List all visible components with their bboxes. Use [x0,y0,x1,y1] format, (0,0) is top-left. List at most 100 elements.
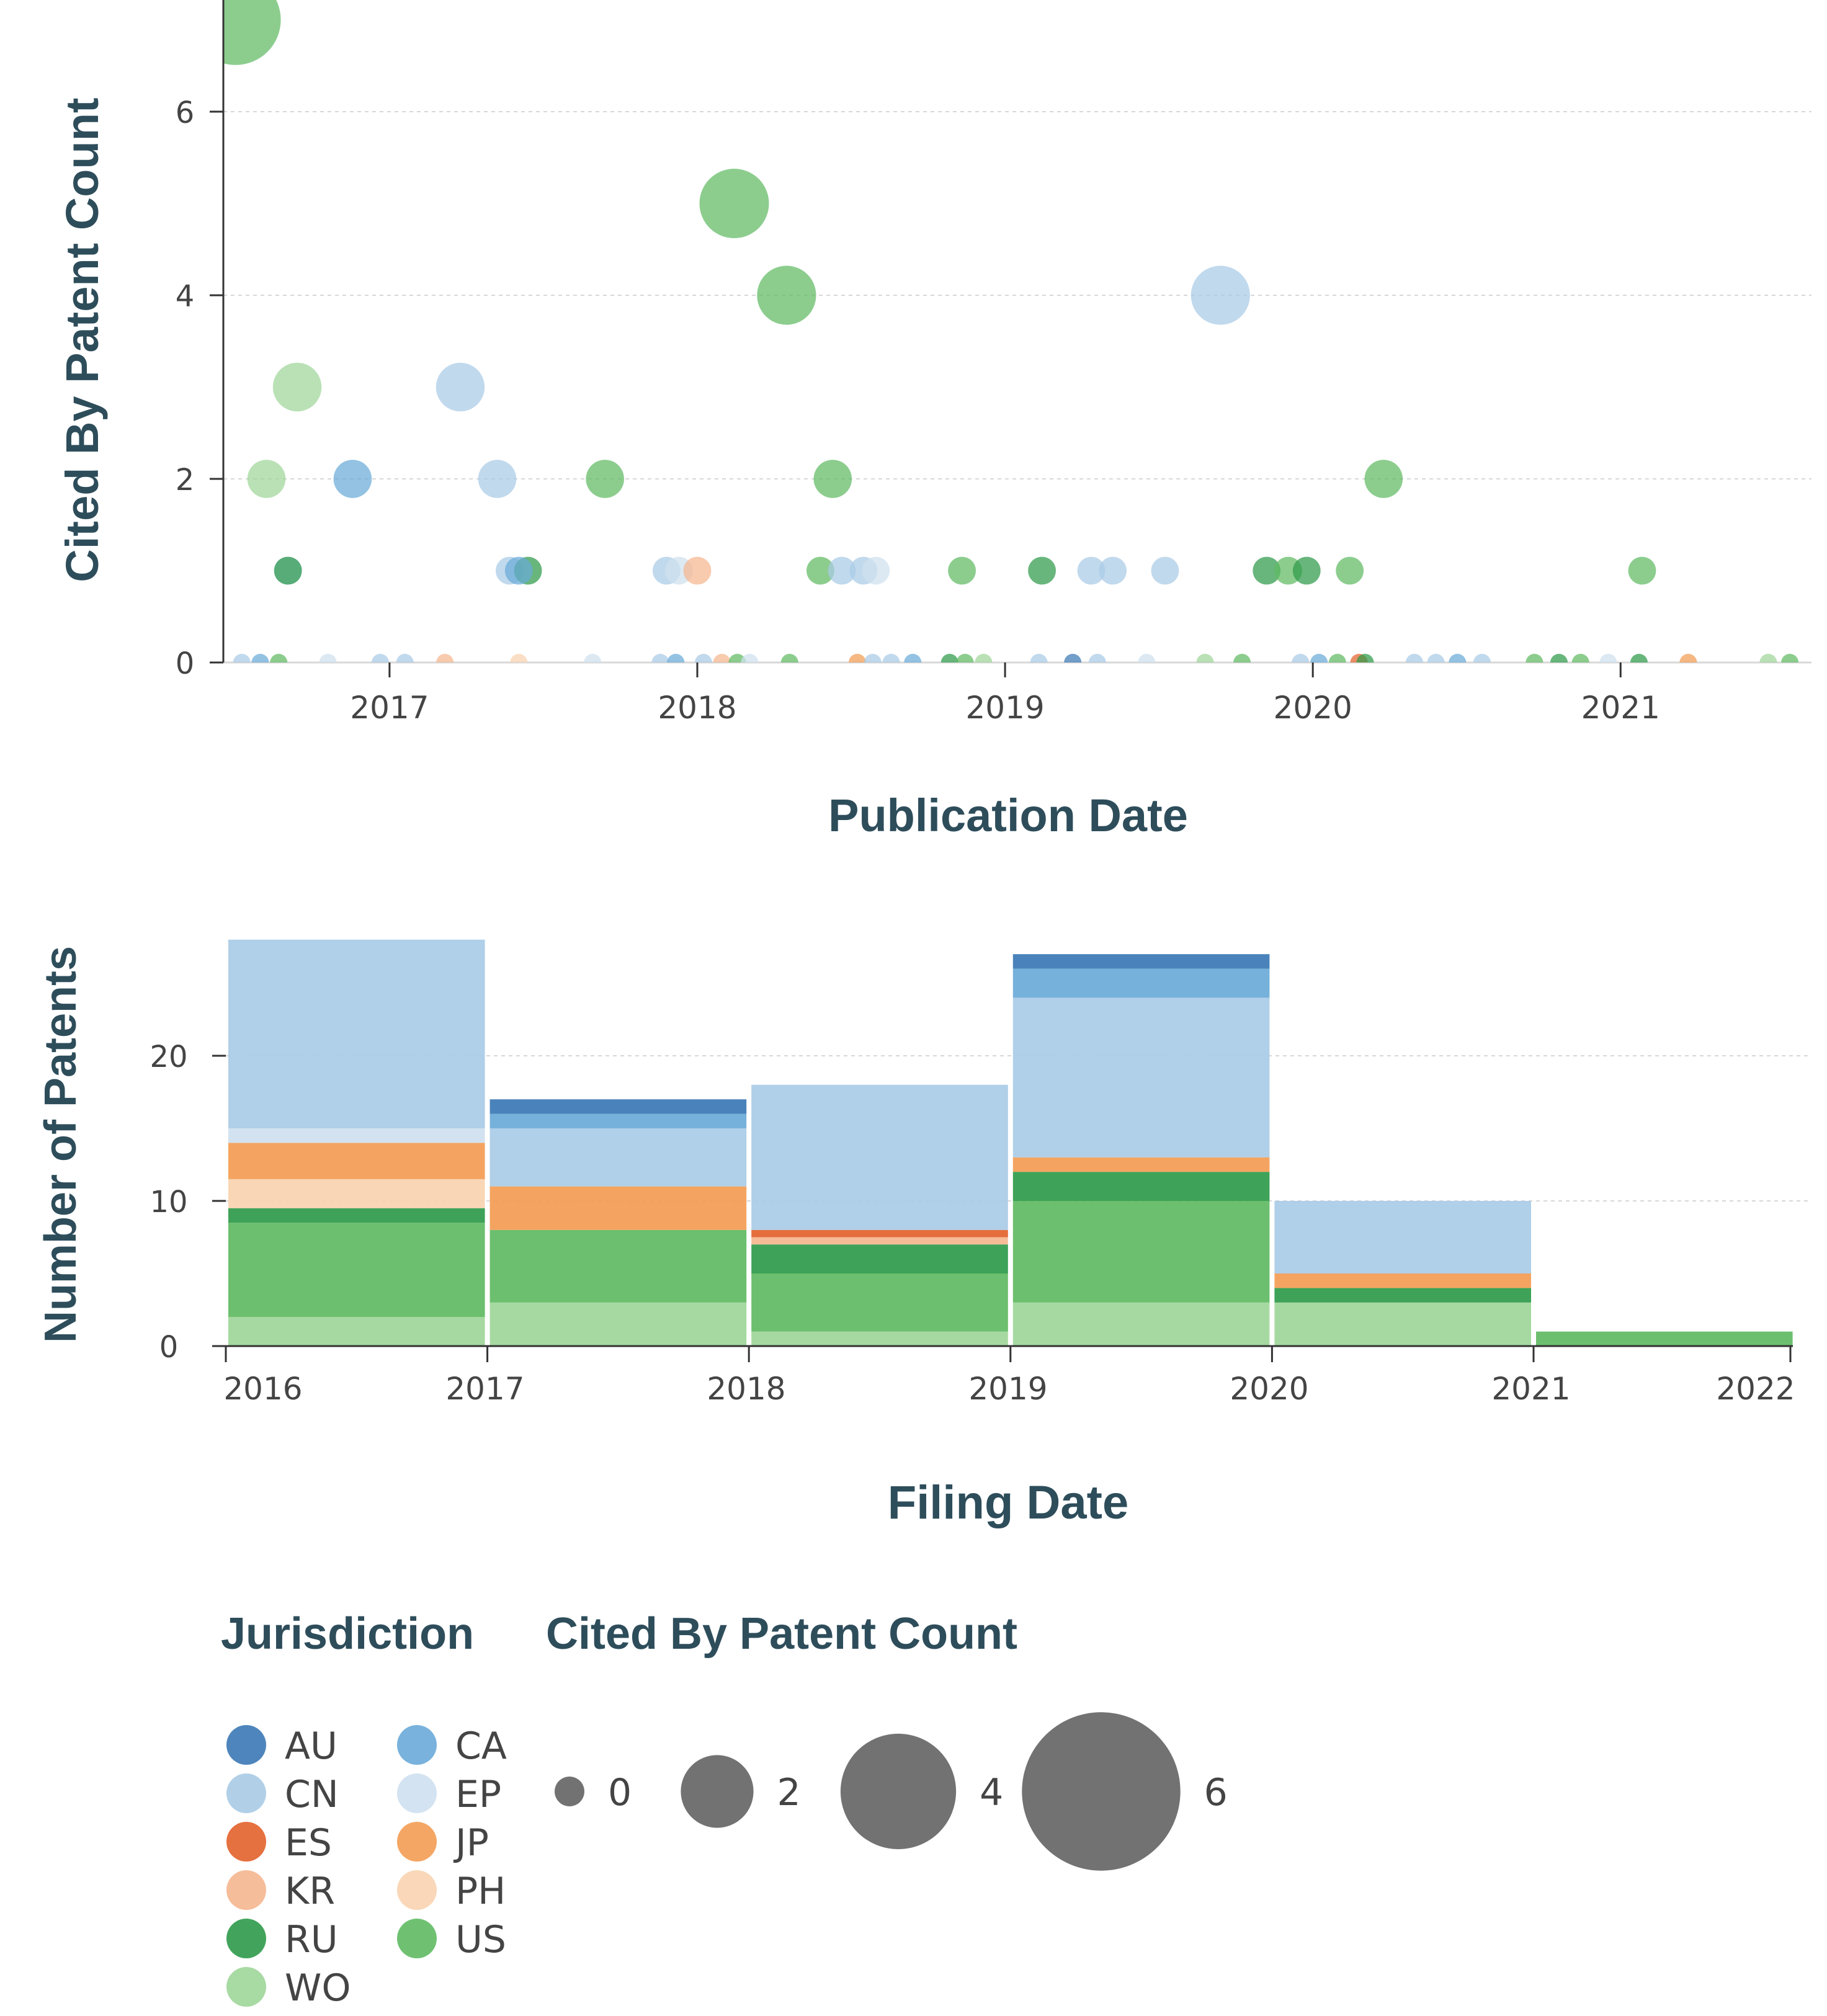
scatter-point-ru[interactable] [1253,556,1281,585]
scatter-point-us[interactable] [1571,654,1589,671]
scatter-point-wo[interactable] [1196,654,1214,671]
scatter-point-cn[interactable] [828,556,856,585]
bar-segment-ph-2016[interactable] [228,1179,485,1208]
legend-swatch-wo[interactable] [226,1967,266,2007]
scatter-point-cn[interactable] [478,460,517,498]
scatter-point-ep[interactable] [1138,654,1156,671]
scatter-point-ru[interactable] [1356,654,1374,671]
scatter-point-ep[interactable] [741,654,759,671]
scatter-point-cn[interactable] [233,654,251,671]
bar-segment-ca-2017[interactable] [489,1113,747,1128]
scatter-point-ca[interactable] [333,460,372,498]
bar-segment-kr-2018[interactable] [751,1237,1008,1245]
scatter-point-ca[interactable] [1449,654,1467,671]
scatter-point-cn[interactable] [1088,654,1106,671]
scatter-point-cn[interactable] [396,654,414,671]
scatter-point-us[interactable] [806,556,834,585]
bar-segment-ru-2018[interactable] [751,1244,1008,1273]
scatter-point-ru[interactable] [940,654,958,671]
scatter-point-au[interactable] [1064,654,1082,671]
legend-swatch-es[interactable] [226,1822,266,1862]
scatter-point-ca[interactable] [667,654,685,671]
scatter-point-us[interactable] [1525,654,1543,671]
scatter-point-cn[interactable] [1190,265,1250,325]
legend-swatch-ep[interactable] [397,1773,437,1813]
bar-segment-us-2017[interactable] [489,1229,747,1303]
legend-swatch-ph[interactable] [397,1870,437,1910]
scatter-point-ru[interactable] [1028,556,1056,585]
scatter-point-cn[interactable] [1427,654,1445,671]
bar-segment-wo-2016[interactable] [228,1317,485,1346]
bar-segment-jp-2016[interactable] [228,1143,485,1179]
legend-swatch-kr[interactable] [226,1870,266,1910]
scatter-point-us[interactable] [1328,654,1346,671]
scatter-point-cn[interactable] [1077,556,1106,585]
bar-segment-es-2018[interactable] [751,1229,1008,1238]
legend-swatch-au[interactable] [226,1725,266,1765]
scatter-point-jp[interactable] [1679,654,1697,671]
scatter-point-cn[interactable] [864,654,882,671]
scatter-point-wo[interactable] [1759,654,1777,671]
scatter-point-us[interactable] [270,654,288,671]
scatter-point-cn[interactable] [882,654,900,671]
scatter-point-jp[interactable] [849,654,866,671]
bar-segment-us-2016[interactable] [228,1223,485,1318]
scatter-point-cn[interactable] [1099,556,1127,585]
scatter-point-ca[interactable] [251,654,269,671]
scatter-point-kr[interactable] [436,654,454,671]
bar-segment-us-2019[interactable] [1012,1201,1270,1303]
legend-swatch-cn[interactable] [226,1773,266,1813]
scatter-point-ep[interactable] [319,654,337,671]
bar-segment-jp-2017[interactable] [489,1186,747,1230]
scatter-point-cn[interactable] [372,654,389,671]
bar-segment-ru-2020[interactable] [1274,1288,1531,1303]
legend-swatch-ca[interactable] [397,1725,437,1765]
scatter-point-cn[interactable] [1405,654,1423,671]
bar-segment-au-2017[interactable] [489,1099,747,1114]
scatter-point-cn[interactable] [1473,654,1491,671]
bar-segment-ep-2016[interactable] [228,1128,485,1143]
scatter-point-ru[interactable] [1550,654,1568,671]
scatter-point-us[interactable] [757,265,816,325]
bar-segment-cn-2018[interactable] [751,1084,1008,1230]
scatter-point-us[interactable] [1233,654,1251,671]
bar-segment-jp-2019[interactable] [1012,1157,1270,1172]
scatter-point-cn[interactable] [694,654,712,671]
scatter-point-ca[interactable] [504,556,533,585]
bar-segment-au-2019[interactable] [1012,954,1270,969]
scatter-point-cn[interactable] [1030,654,1048,671]
bar-segment-jp-2020[interactable] [1274,1273,1531,1288]
scatter-point-kr[interactable] [683,556,712,585]
legend-swatch-us[interactable] [397,1919,437,1958]
scatter-point-us[interactable] [813,460,852,498]
scatter-point-us[interactable] [780,654,798,671]
scatter-point-ru[interactable] [1630,654,1648,671]
scatter-point-us[interactable] [1628,556,1656,585]
bar-segment-us-2021[interactable] [1536,1331,1793,1346]
scatter-point-cn[interactable] [651,654,669,671]
scatter-point-us[interactable] [1336,556,1364,585]
scatter-point-ca[interactable] [1310,654,1328,671]
scatter-point-ru[interactable] [1292,556,1321,585]
scatter-point-ep[interactable] [1599,654,1617,671]
scatter-point-cn[interactable] [436,362,485,412]
scatter-point-wo[interactable] [975,654,993,671]
scatter-point-us[interactable] [699,169,769,238]
legend-swatch-ru[interactable] [226,1919,266,1958]
bar-segment-ru-2016[interactable] [228,1208,485,1223]
bar-segment-ru-2019[interactable] [1012,1172,1270,1201]
bar-segment-wo-2018[interactable] [751,1331,1008,1346]
scatter-point-ca[interactable] [904,654,922,671]
bar-segment-cn-2017[interactable] [489,1128,747,1187]
scatter-point-ep[interactable] [862,556,890,585]
bar-segment-cn-2019[interactable] [1012,997,1270,1157]
scatter-point-wo[interactable] [247,460,286,498]
scatter-point-cn[interactable] [1151,556,1179,585]
scatter-point-us[interactable] [956,654,974,671]
scatter-point-ph[interactable] [510,654,528,671]
scatter-point-us[interactable] [1364,460,1403,498]
scatter-point-kr[interactable] [713,654,731,671]
scatter-point-us[interactable] [1781,654,1799,671]
scatter-point-ep[interactable] [584,654,602,671]
scatter-point-us[interactable] [586,460,624,498]
